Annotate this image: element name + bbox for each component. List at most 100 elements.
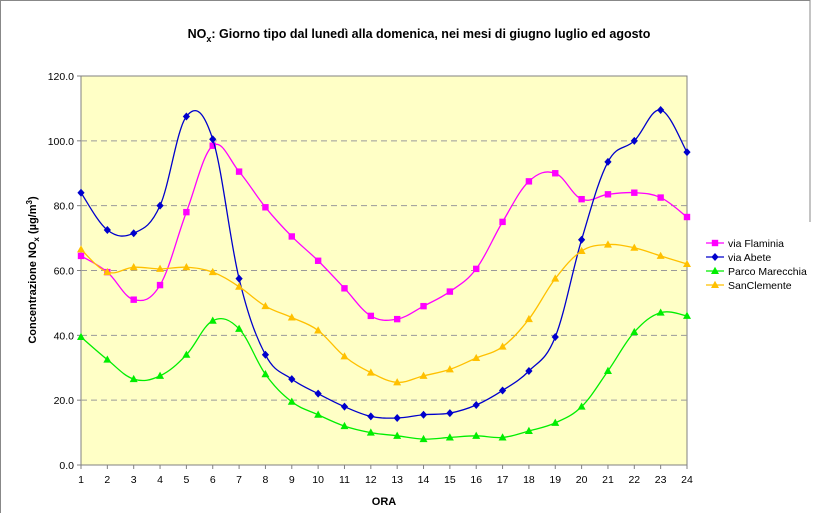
legend-marker [711,239,719,247]
data-point [208,316,217,324]
x-tick-label: 13 [391,474,403,486]
data-point [103,355,112,363]
x-tick-label: 8 [263,474,269,486]
data-point [683,148,691,157]
data-point [288,375,296,384]
x-axis-ticks: 1 2 3 4 5 6 7 8 9 10 11 12 13 14 15 16 17 18 19 20 21 22 23 24 [78,465,693,486]
series-line [80,109,688,419]
data-point [156,264,165,272]
data-point [366,368,375,376]
data-point [657,106,665,115]
data-point [525,178,533,185]
data-point [262,204,269,211]
data-point [472,431,481,439]
data-point [657,194,664,201]
series-sanclemente [77,240,691,386]
data-point [604,157,612,166]
legend-item: via Flaminia [706,238,784,250]
legend-item: Parco Marecchia [706,266,807,278]
series-parco-marecchia [77,308,691,443]
data-point [420,302,427,310]
x-tick-label: 20 [576,474,588,486]
data-point [314,389,322,398]
data-point [446,288,454,295]
legend-item: via Abete [706,252,771,264]
series-via-abete [77,106,691,422]
data-point [209,142,216,149]
x-tick-label: 14 [418,474,430,486]
x-tick-label: 10 [312,474,324,486]
data-point [603,240,612,248]
data-point [631,189,638,196]
data-point [393,431,402,439]
data-point [129,374,138,383]
x-tick-label: 23 [655,474,667,486]
data-point [472,353,481,362]
x-tick-label: 17 [497,474,509,486]
data-point [419,410,428,419]
data-point [341,285,348,292]
legend-marker [711,280,719,288]
data-point [393,413,401,422]
x-tick-label: 3 [131,474,137,486]
data-point [288,233,295,240]
data-point [419,434,428,443]
grid-lines [81,140,687,401]
data-point [525,366,533,375]
legend-label: via Flaminia [728,238,784,250]
y-tick-label: 0.0 [59,460,74,472]
data-point [604,191,612,198]
data-point [393,378,402,386]
x-tick-label: 15 [444,474,456,486]
x-tick-label: 21 [602,474,614,486]
data-point [235,274,243,283]
x-tick-label: 16 [470,474,482,486]
data-point [314,257,322,264]
legend-marker [711,253,719,261]
x-tick-label: 2 [104,474,110,486]
series-line [80,243,688,383]
legend-marker [711,266,719,274]
x-tick-label: 1 [78,474,84,486]
data-point [578,195,585,203]
x-tick-label: 22 [628,474,640,486]
x-tick-label: 7 [236,474,242,486]
y-tick-label: 100.0 [48,136,74,148]
data-point [473,265,480,273]
y-tick-label: 60.0 [54,266,75,278]
data-point [235,168,243,175]
data-point [656,251,665,259]
legend-label: SanClemente [728,280,792,292]
data-point [77,252,85,260]
data-point [498,386,507,395]
data-point [235,282,244,290]
data-point [445,433,454,441]
data-point [103,225,111,234]
data-point [209,135,217,144]
data-point [287,313,296,321]
data-point [156,281,164,289]
data-point [314,326,323,334]
x-tick-label: 9 [289,474,295,486]
data-point [683,311,691,319]
data-point [340,352,349,360]
y-tick-label: 20.0 [54,395,75,407]
x-tick-label: 24 [681,474,693,486]
legend-item: SanClemente [706,280,792,292]
data-point [367,312,375,320]
x-tick-label: 5 [183,474,189,486]
data-point [551,332,559,341]
data-point [630,136,638,145]
data-point [551,418,560,426]
data-point [77,188,85,197]
data-point [552,170,559,177]
data-point [340,421,349,430]
data-point [287,397,296,405]
data-point [683,213,691,221]
data-point [524,426,533,434]
data-point [235,324,244,332]
data-point [182,350,191,358]
series-group [77,106,691,443]
x-axis-title: ORA [372,496,397,508]
